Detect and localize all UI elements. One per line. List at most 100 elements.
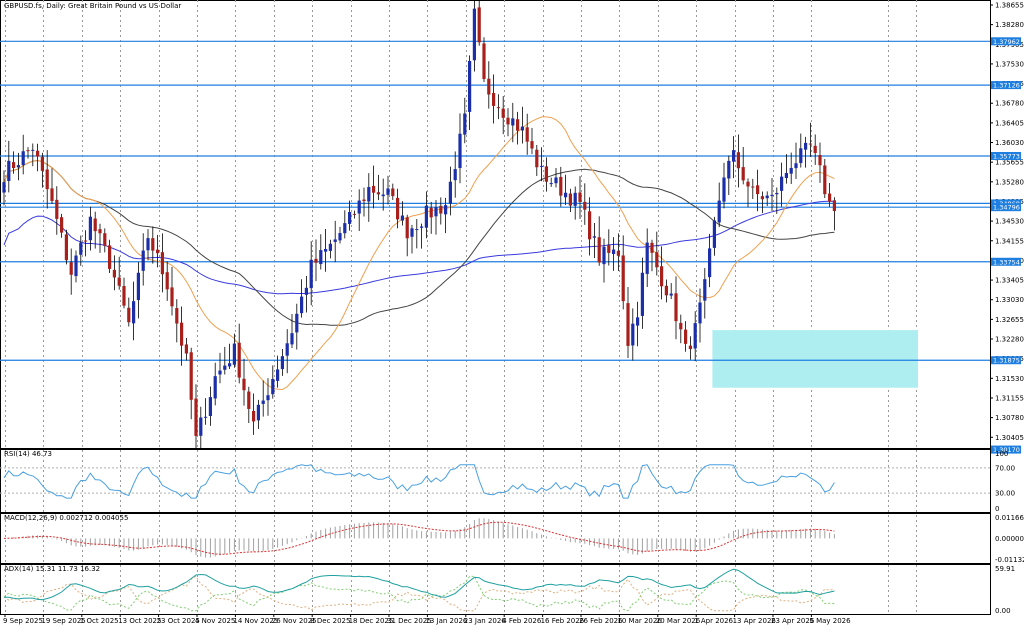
candle xyxy=(74,250,78,283)
candle xyxy=(794,142,798,179)
time-tick-label: 1 Apr 2026 xyxy=(694,617,733,625)
candle-body xyxy=(98,229,102,234)
candle xyxy=(588,197,592,256)
candle xyxy=(103,228,107,253)
candle xyxy=(463,97,467,144)
candle-body xyxy=(352,213,356,215)
candle xyxy=(424,191,428,239)
candle xyxy=(732,136,736,179)
candle-body xyxy=(592,236,596,238)
candle xyxy=(448,166,452,216)
candle xyxy=(410,224,414,254)
ma-mid-line xyxy=(3,159,835,326)
candle xyxy=(693,311,697,362)
candle-body xyxy=(36,150,40,157)
candle-body xyxy=(93,218,97,232)
candle-body xyxy=(2,182,6,193)
pane-frame xyxy=(0,513,991,564)
candle xyxy=(175,299,179,343)
zone-rect xyxy=(712,330,918,388)
candle-body xyxy=(544,166,548,182)
time-tick-label: 23 Apr 2026 xyxy=(771,617,815,625)
candle-body xyxy=(717,200,721,223)
time-tick-label: 31 Dec 2025 xyxy=(387,617,432,625)
price-tick-label: 1.31530 xyxy=(995,375,1024,383)
candle xyxy=(501,96,505,135)
candle-body xyxy=(180,322,184,346)
candle xyxy=(165,261,169,301)
candle-body xyxy=(199,417,203,436)
candle-body xyxy=(549,183,553,185)
candle-body xyxy=(669,293,673,296)
candle-body xyxy=(218,370,222,375)
candle xyxy=(621,235,625,310)
candle xyxy=(660,246,664,300)
candle-body xyxy=(400,215,404,221)
candle-body xyxy=(751,186,755,188)
candle xyxy=(525,113,529,155)
price-level-tag xyxy=(991,151,1021,160)
candle-body xyxy=(535,149,539,168)
candle xyxy=(218,352,222,384)
candle-body xyxy=(578,192,582,202)
candle-body xyxy=(194,398,198,436)
candle xyxy=(400,201,404,226)
candle xyxy=(722,162,726,209)
candle-body xyxy=(722,177,726,202)
candle-body xyxy=(290,333,294,345)
candle xyxy=(180,306,184,366)
candle-body xyxy=(45,169,49,190)
candle xyxy=(439,197,443,225)
candle xyxy=(799,133,803,168)
candle xyxy=(151,226,155,264)
candle-body xyxy=(12,162,16,169)
candle-body xyxy=(444,205,448,215)
candle-body xyxy=(573,192,577,206)
price-tick-label: 1.36780 xyxy=(995,100,1024,108)
price-levels xyxy=(0,40,990,361)
candle xyxy=(453,151,457,198)
candle-body xyxy=(429,207,433,218)
rsi-title: RSI(14) 46.73 xyxy=(4,450,52,458)
candle-body xyxy=(405,217,409,239)
candle xyxy=(712,216,716,256)
candle xyxy=(808,122,812,157)
time-tick-label: 4 Nov 2025 xyxy=(195,617,235,625)
candle xyxy=(415,219,419,249)
candle-body xyxy=(266,395,270,401)
candle xyxy=(290,313,294,348)
candle-body xyxy=(21,151,25,166)
candle xyxy=(367,173,371,222)
candle xyxy=(477,0,481,46)
candle xyxy=(592,223,596,259)
candle xyxy=(146,229,150,261)
candle-body xyxy=(693,323,697,349)
candle xyxy=(60,213,64,238)
price-tick-label: 1.35655 xyxy=(995,159,1024,167)
candle-body xyxy=(314,258,318,263)
candle xyxy=(487,61,491,109)
candle xyxy=(256,399,260,430)
candle xyxy=(55,186,59,235)
candle xyxy=(204,398,208,425)
candle xyxy=(751,178,755,199)
pane-frame xyxy=(0,0,991,449)
candle-body xyxy=(319,250,323,265)
chart-title: GBPUSD.fs, Daily: Great Britain Pound vs… xyxy=(4,2,181,10)
candle-body xyxy=(372,185,376,193)
price-level-label: 1.37962 xyxy=(993,38,1020,46)
candle-body xyxy=(439,205,443,214)
candle xyxy=(88,206,92,251)
price-tick-label: 1.32280 xyxy=(995,336,1024,344)
price-tick-label: 1.32655 xyxy=(995,316,1024,324)
time-tick-label: 14 Nov 2025 xyxy=(233,617,278,625)
candle xyxy=(64,229,68,265)
candle xyxy=(98,223,102,253)
candle xyxy=(828,182,832,207)
candle xyxy=(381,178,385,211)
rsi-tick-label: 100 xyxy=(995,450,1008,458)
candle-body xyxy=(338,233,342,241)
candle xyxy=(333,220,337,263)
candle-body xyxy=(448,181,452,204)
